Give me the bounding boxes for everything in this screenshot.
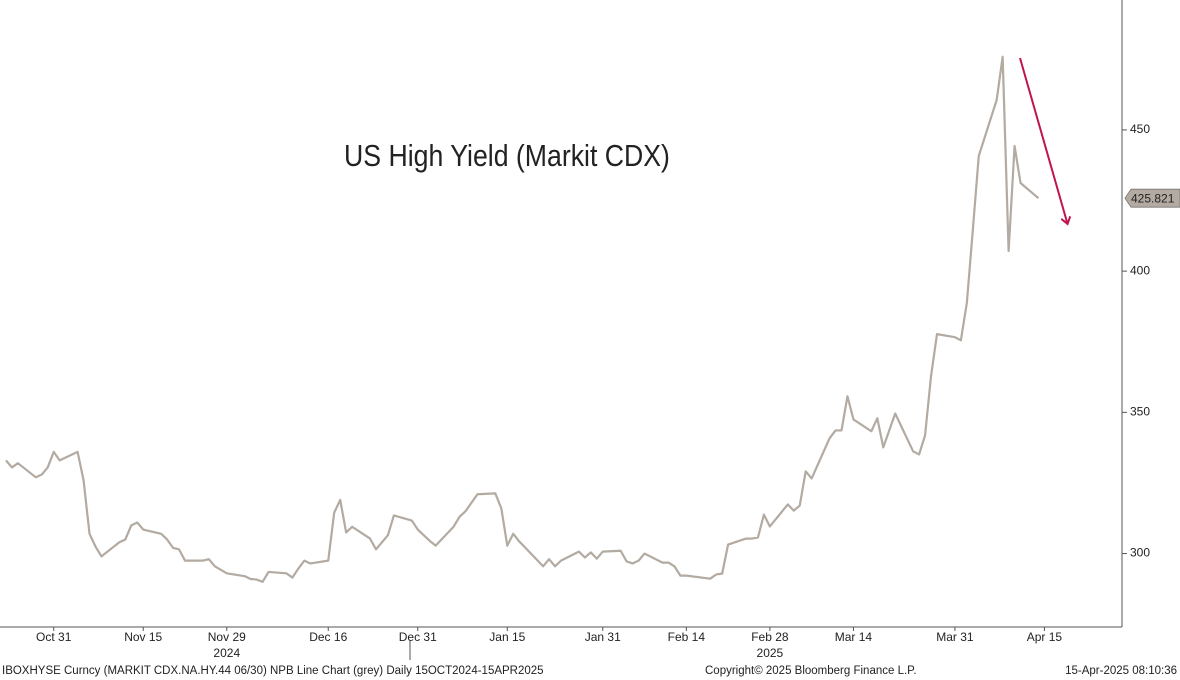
x-tick-label: Mar 31 [936, 630, 974, 644]
y-tick-label: 450 [1130, 122, 1150, 136]
year-label: 2025 [757, 646, 784, 660]
last-value-label: 425.821 [1131, 191, 1175, 205]
annotation-arrow [1019, 57, 1067, 222]
footer-source: IBOXHYSE Curncy (MARKIT CDX.NA.HY.44 06/… [2, 665, 544, 677]
footer-timestamp: 15-Apr-2025 08:10:36 [1065, 665, 1177, 677]
y-tick-label: 400 [1130, 263, 1150, 277]
x-tick-label: Nov 29 [208, 630, 246, 644]
year-label: 2024 [213, 646, 240, 660]
x-tick-label: Dec 31 [399, 630, 437, 644]
chart-title: US High Yield (Markit CDX) [344, 139, 670, 173]
x-tick-label: Dec 16 [309, 630, 347, 644]
footer-copyright: Copyright© 2025 Bloomberg Finance L.P. [705, 665, 917, 677]
x-tick-label: Nov 15 [124, 630, 162, 644]
x-tick-label: Jan 15 [489, 630, 525, 644]
line-series [5, 55, 1040, 583]
y-tick-label: 350 [1130, 405, 1150, 419]
last-value-tag [1124, 188, 1180, 208]
x-tick-label: Apr 15 [1027, 630, 1063, 644]
x-tick-label: Feb 14 [668, 630, 706, 644]
x-tick-label: Jan 31 [585, 630, 621, 644]
y-tick-label: 300 [1130, 546, 1150, 560]
x-tick-label: Oct 31 [36, 630, 72, 644]
x-tick-label: Mar 14 [835, 630, 873, 644]
x-tick-label: Feb 28 [751, 630, 789, 644]
